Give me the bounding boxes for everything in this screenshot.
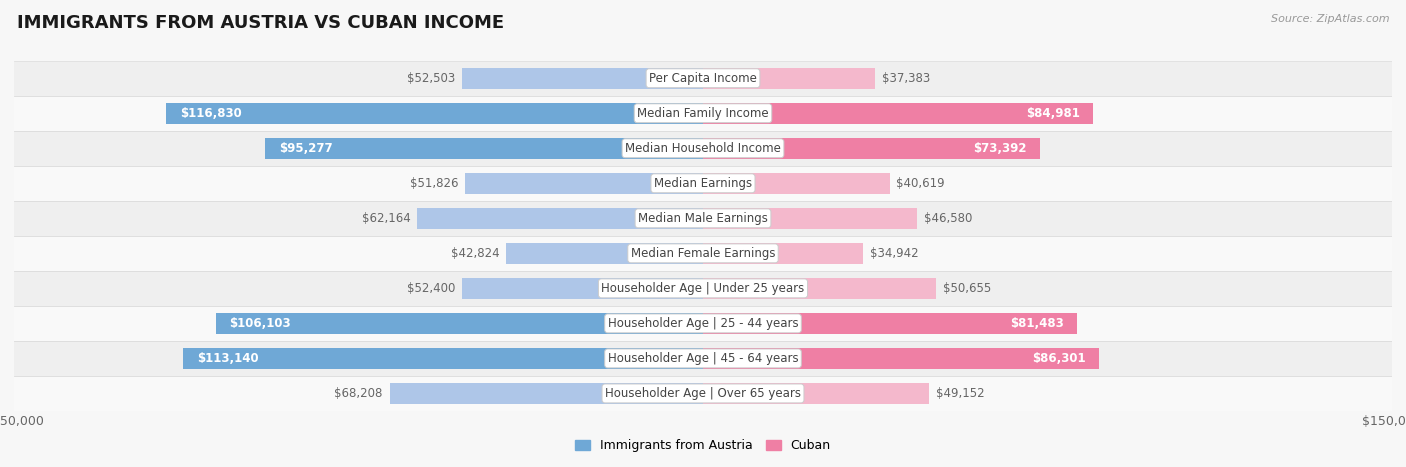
Legend: Immigrants from Austria, Cuban: Immigrants from Austria, Cuban [571,434,835,457]
Bar [14,201,1392,236]
Text: $34,942: $34,942 [870,247,920,260]
Bar [14,341,1392,376]
Bar [14,96,1392,131]
Bar [14,166,1392,201]
Bar [14,236,1392,271]
Bar [14,61,1392,96]
Text: $52,400: $52,400 [408,282,456,295]
Bar [506,243,703,264]
Text: $116,830: $116,830 [180,107,242,120]
Bar [266,138,703,159]
Text: $40,619: $40,619 [897,177,945,190]
Text: $62,164: $62,164 [361,212,411,225]
Bar [703,313,1077,334]
Text: Source: ZipAtlas.com: Source: ZipAtlas.com [1271,14,1389,24]
Text: $68,208: $68,208 [335,387,382,400]
Bar [703,138,1040,159]
Bar [183,348,703,369]
Text: Median Family Income: Median Family Income [637,107,769,120]
Bar [703,68,875,89]
Text: Householder Age | Under 25 years: Householder Age | Under 25 years [602,282,804,295]
Bar [703,103,1094,124]
Bar [703,208,917,229]
Text: $86,301: $86,301 [1032,352,1085,365]
Text: $84,981: $84,981 [1025,107,1080,120]
Text: $50,655: $50,655 [942,282,991,295]
Text: $46,580: $46,580 [924,212,972,225]
Text: Householder Age | Over 65 years: Householder Age | Over 65 years [605,387,801,400]
Bar [465,173,703,194]
Text: $37,383: $37,383 [882,72,929,85]
Text: IMMIGRANTS FROM AUSTRIA VS CUBAN INCOME: IMMIGRANTS FROM AUSTRIA VS CUBAN INCOME [17,14,503,32]
Text: $113,140: $113,140 [197,352,259,365]
Text: Median Earnings: Median Earnings [654,177,752,190]
Text: Median Female Earnings: Median Female Earnings [631,247,775,260]
Bar [215,313,703,334]
Text: $81,483: $81,483 [1010,317,1063,330]
Text: $51,826: $51,826 [409,177,458,190]
Text: $106,103: $106,103 [229,317,291,330]
Text: $95,277: $95,277 [280,142,333,155]
Text: $49,152: $49,152 [935,387,984,400]
Text: Median Household Income: Median Household Income [626,142,780,155]
Text: $42,824: $42,824 [451,247,499,260]
Bar [703,243,863,264]
Bar [418,208,703,229]
Bar [166,103,703,124]
Bar [14,271,1392,306]
Text: Median Male Earnings: Median Male Earnings [638,212,768,225]
Text: $73,392: $73,392 [973,142,1026,155]
Text: Per Capita Income: Per Capita Income [650,72,756,85]
Text: Householder Age | 45 - 64 years: Householder Age | 45 - 64 years [607,352,799,365]
Bar [703,383,929,404]
Bar [461,68,703,89]
Bar [14,376,1392,411]
Bar [703,278,935,299]
Bar [463,278,703,299]
Bar [703,348,1099,369]
Text: Householder Age | 25 - 44 years: Householder Age | 25 - 44 years [607,317,799,330]
Text: $52,503: $52,503 [406,72,456,85]
Bar [14,131,1392,166]
Bar [389,383,703,404]
Bar [14,306,1392,341]
Bar [703,173,890,194]
